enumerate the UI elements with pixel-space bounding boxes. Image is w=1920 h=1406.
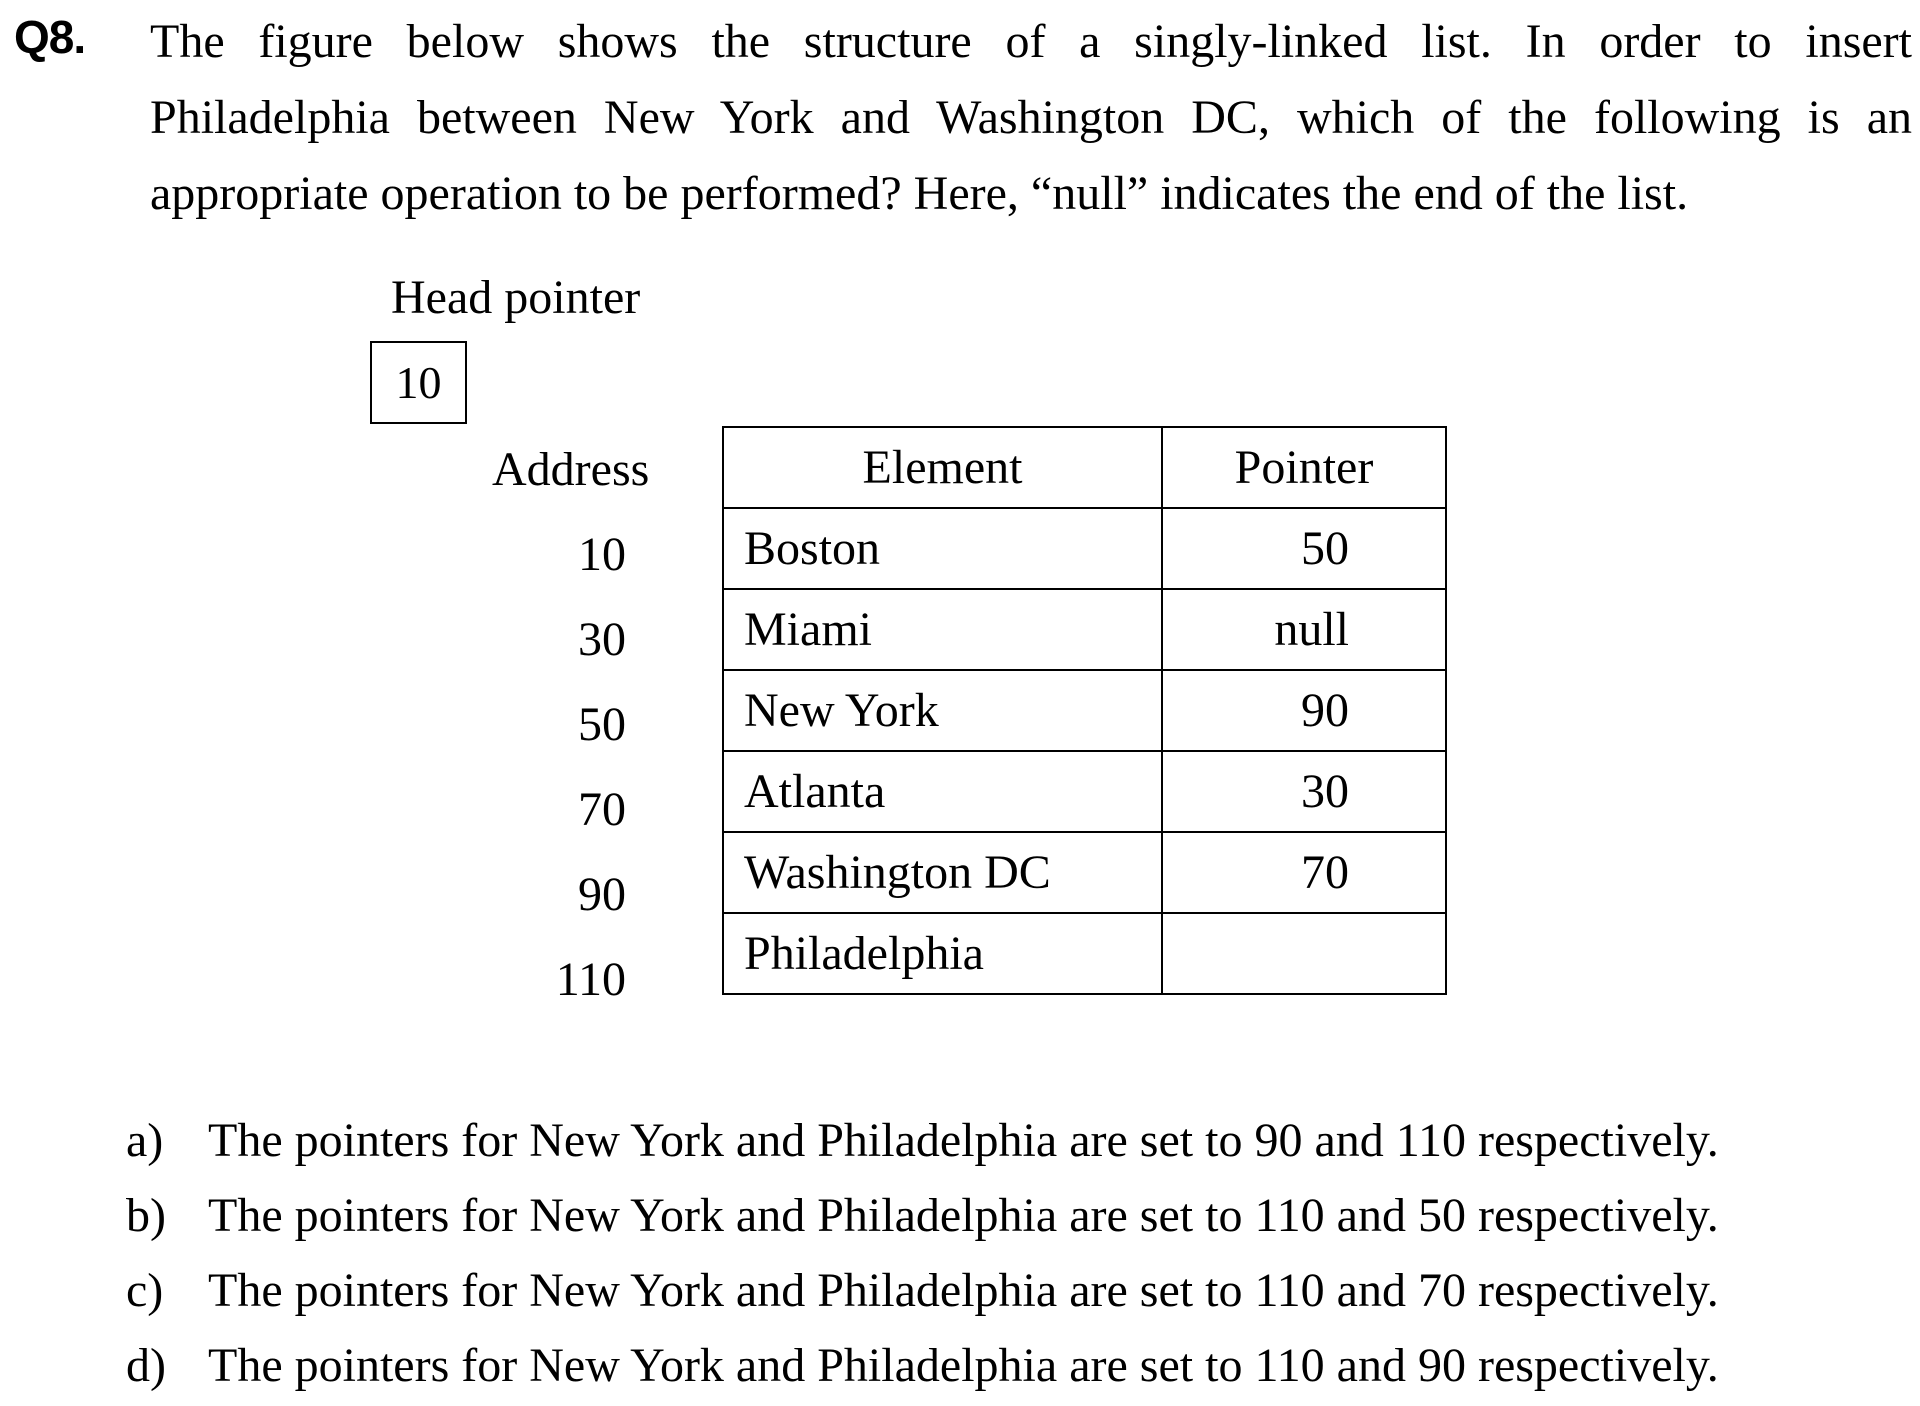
table-row: Washington DC 70 xyxy=(722,831,1447,914)
answer-options: a) The pointers for New York and Philadel… xyxy=(126,1103,1719,1403)
address-header: Address xyxy=(492,443,650,496)
address-cell: 30 xyxy=(578,613,626,666)
option-letter: c) xyxy=(126,1264,164,1317)
element-cell: Miami xyxy=(722,588,1163,671)
question-stem: The figure below shows the structure of … xyxy=(150,4,1912,232)
address-column: 10 30 50 70 90 110 xyxy=(520,512,626,1022)
pointer-header: Pointer xyxy=(1161,426,1447,509)
option-letter: d) xyxy=(126,1339,166,1392)
pointer-cell xyxy=(1161,912,1447,995)
element-cell: New York xyxy=(722,669,1163,752)
option-b: b) The pointers for New York and Philadel… xyxy=(126,1178,1719,1253)
pointer-cell: 70 xyxy=(1161,831,1447,914)
option-text: The pointers for New York and Philadelph… xyxy=(208,1114,1719,1167)
element-header: Element xyxy=(722,426,1163,509)
option-a: a) The pointers for New York and Philadel… xyxy=(126,1103,1719,1178)
option-text: The pointers for New York and Philadelph… xyxy=(208,1339,1719,1392)
element-cell: Washington DC xyxy=(722,831,1163,914)
address-cell: 90 xyxy=(578,868,626,921)
address-cell: 70 xyxy=(578,783,626,836)
pointer-cell: 90 xyxy=(1161,669,1447,752)
question-line: The figure below shows the structure of … xyxy=(150,15,1912,68)
pointer-cell: 50 xyxy=(1161,507,1447,590)
element-cell: Boston xyxy=(722,507,1163,590)
table-row: New York 90 xyxy=(722,669,1447,752)
option-text: The pointers for New York and Philadelph… xyxy=(208,1264,1719,1317)
option-letter: a) xyxy=(126,1114,164,1167)
head-pointer-box: 10 xyxy=(370,341,467,424)
pointer-cell: 30 xyxy=(1161,750,1447,833)
option-letter: b) xyxy=(126,1189,166,1242)
option-d: d) The pointers for New York and Philadel… xyxy=(126,1328,1719,1403)
option-c: c) The pointers for New York and Philadel… xyxy=(126,1253,1719,1328)
table-row: Philadelphia xyxy=(722,912,1447,995)
table-header-row: Element Pointer xyxy=(722,426,1447,509)
table-row: Atlanta 30 xyxy=(722,750,1447,833)
question-line: Philadelphia between New York and Washin… xyxy=(150,91,1912,144)
table-row: Boston 50 xyxy=(722,507,1447,590)
element-cell: Atlanta xyxy=(722,750,1163,833)
address-cell: 10 xyxy=(578,528,626,581)
element-cell: Philadelphia xyxy=(722,912,1163,995)
question-number: Q8. xyxy=(14,11,86,63)
address-cell: 110 xyxy=(555,953,626,1006)
question-line: appropriate operation to be performed? H… xyxy=(150,167,1689,220)
linked-list-table: Element Pointer Boston 50 Miami null New… xyxy=(722,426,1447,995)
address-cell: 50 xyxy=(578,698,626,751)
pointer-cell: null xyxy=(1161,588,1447,671)
table-row: Miami null xyxy=(722,588,1447,671)
option-text: The pointers for New York and Philadelph… xyxy=(208,1189,1719,1242)
head-pointer-label: Head pointer xyxy=(391,271,641,324)
